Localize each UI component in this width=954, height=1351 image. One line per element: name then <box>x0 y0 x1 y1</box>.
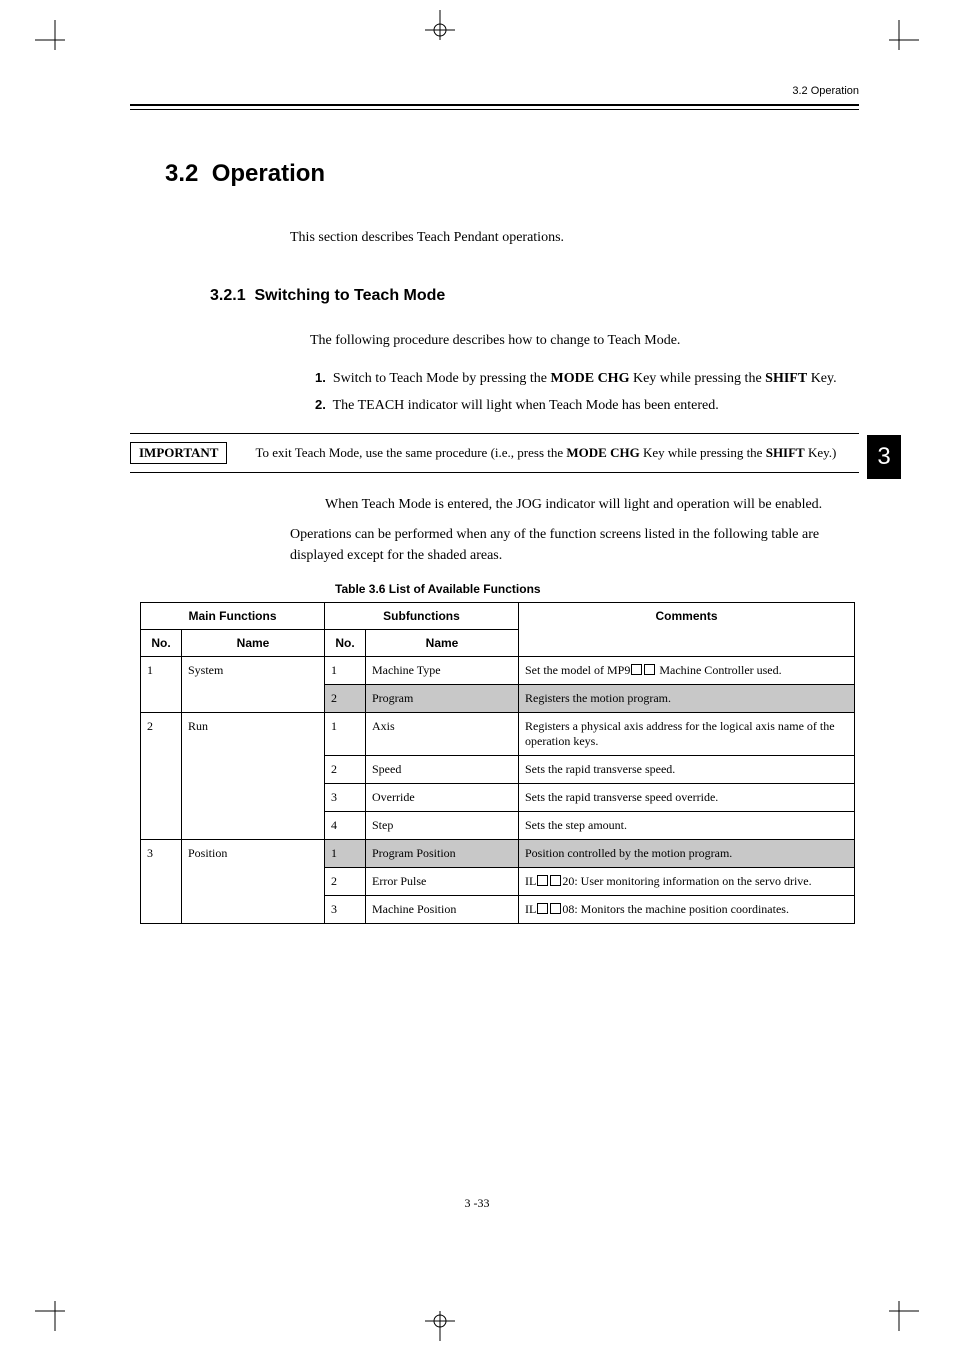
page-number: 3 -33 <box>0 1196 954 1211</box>
table-row: 3Position1Program PositionPosition contr… <box>141 840 855 868</box>
main-name: System <box>182 657 325 713</box>
th-no: No. <box>141 630 182 657</box>
comment-cell: Sets the step amount. <box>519 812 855 840</box>
functions-table: Main Functions Subfunctions Comments No.… <box>140 602 855 924</box>
subsection-number: 3.2.1 <box>210 287 246 304</box>
main-no: 3 <box>141 840 182 924</box>
important-text: To exit Teach Mode, use the same procedu… <box>255 445 836 461</box>
comment-cell: Set the model of MP9 Machine Controller … <box>519 657 855 685</box>
main-no: 2 <box>141 713 182 840</box>
header-rule <box>130 104 859 110</box>
th-comments: Comments <box>519 603 855 657</box>
sub-name: Program Position <box>366 840 519 868</box>
section-title: 3.2 Operation <box>165 160 325 188</box>
box-icon <box>537 875 548 886</box>
comment-cell: Registers the motion program. <box>519 685 855 713</box>
teach-mode-note: When Teach Mode is entered, the JOG indi… <box>325 497 854 513</box>
th-main: Main Functions <box>141 603 325 630</box>
table-caption: Table 3.6 List of Available Functions <box>335 582 541 596</box>
crop-top-center <box>420 10 460 50</box>
step-number: 2. <box>315 397 326 412</box>
comment-cell: Sets the rapid transverse speed override… <box>519 784 855 812</box>
th-name: Name <box>182 630 325 657</box>
main-no: 1 <box>141 657 182 713</box>
box-icon <box>537 903 548 914</box>
table-row: 2Run1AxisRegisters a physical axis addre… <box>141 713 855 756</box>
crop-bottom-right <box>879 1291 919 1331</box>
subsection-intro: The following procedure describes how to… <box>310 333 680 349</box>
th-name: Name <box>366 630 519 657</box>
sub-no: 1 <box>325 657 366 685</box>
sub-name: Program <box>366 685 519 713</box>
section-name: Operation <box>212 160 325 187</box>
sub-no: 2 <box>325 868 366 896</box>
step-text: Switch to Teach Mode by pressing the MOD… <box>333 371 837 386</box>
sub-no: 1 <box>325 840 366 868</box>
step-number: 1. <box>315 370 326 385</box>
operations-note: Operations can be performed when any of … <box>290 524 854 566</box>
sub-no: 2 <box>325 756 366 784</box>
important-label: IMPORTANT <box>130 442 227 464</box>
sub-name: Override <box>366 784 519 812</box>
subsection-name: Switching to Teach Mode <box>254 287 445 304</box>
sub-no: 3 <box>325 896 366 924</box>
sub-name: Speed <box>366 756 519 784</box>
comment-cell: Registers a physical axis address for th… <box>519 713 855 756</box>
crop-bottom-center <box>420 1301 460 1341</box>
box-icon <box>550 875 561 886</box>
important-block: IMPORTANT To exit Teach Mode, use the sa… <box>130 433 859 473</box>
sub-name: Machine Type <box>366 657 519 685</box>
sub-no: 4 <box>325 812 366 840</box>
th-no: No. <box>325 630 366 657</box>
comment-cell: Sets the rapid transverse speed. <box>519 756 855 784</box>
sub-name: Machine Position <box>366 896 519 924</box>
intro-text: This section describes Teach Pendant ope… <box>290 230 564 246</box>
box-icon <box>550 903 561 914</box>
sub-no: 2 <box>325 685 366 713</box>
sub-no: 1 <box>325 713 366 756</box>
sidebar-tab: 3 <box>867 435 901 479</box>
step-text: The TEACH indicator will light when Teac… <box>333 398 719 413</box>
crop-top-right <box>879 20 919 60</box>
comment-cell: IL08: Monitors the machine position coor… <box>519 896 855 924</box>
sub-name: Step <box>366 812 519 840</box>
table-row: 1System1Machine TypeSet the model of MP9… <box>141 657 855 685</box>
comment-cell: Position controlled by the motion progra… <box>519 840 855 868</box>
crop-top-left <box>35 20 75 60</box>
main-name: Run <box>182 713 325 840</box>
box-icon <box>631 664 642 675</box>
sub-name: Error Pulse <box>366 868 519 896</box>
subsection-title: 3.2.1 Switching to Teach Mode <box>210 287 445 305</box>
box-icon <box>644 664 655 675</box>
main-name: Position <box>182 840 325 924</box>
sub-no: 3 <box>325 784 366 812</box>
crop-bottom-left <box>35 1291 75 1331</box>
sub-name: Axis <box>366 713 519 756</box>
th-sub: Subfunctions <box>325 603 519 630</box>
comment-cell: IL20: User monitoring information on the… <box>519 868 855 896</box>
section-number: 3.2 <box>165 160 198 187</box>
steps-list: 1. Switch to Teach Mode by pressing the … <box>315 370 854 414</box>
page-header: 3.2 Operation <box>792 85 859 97</box>
